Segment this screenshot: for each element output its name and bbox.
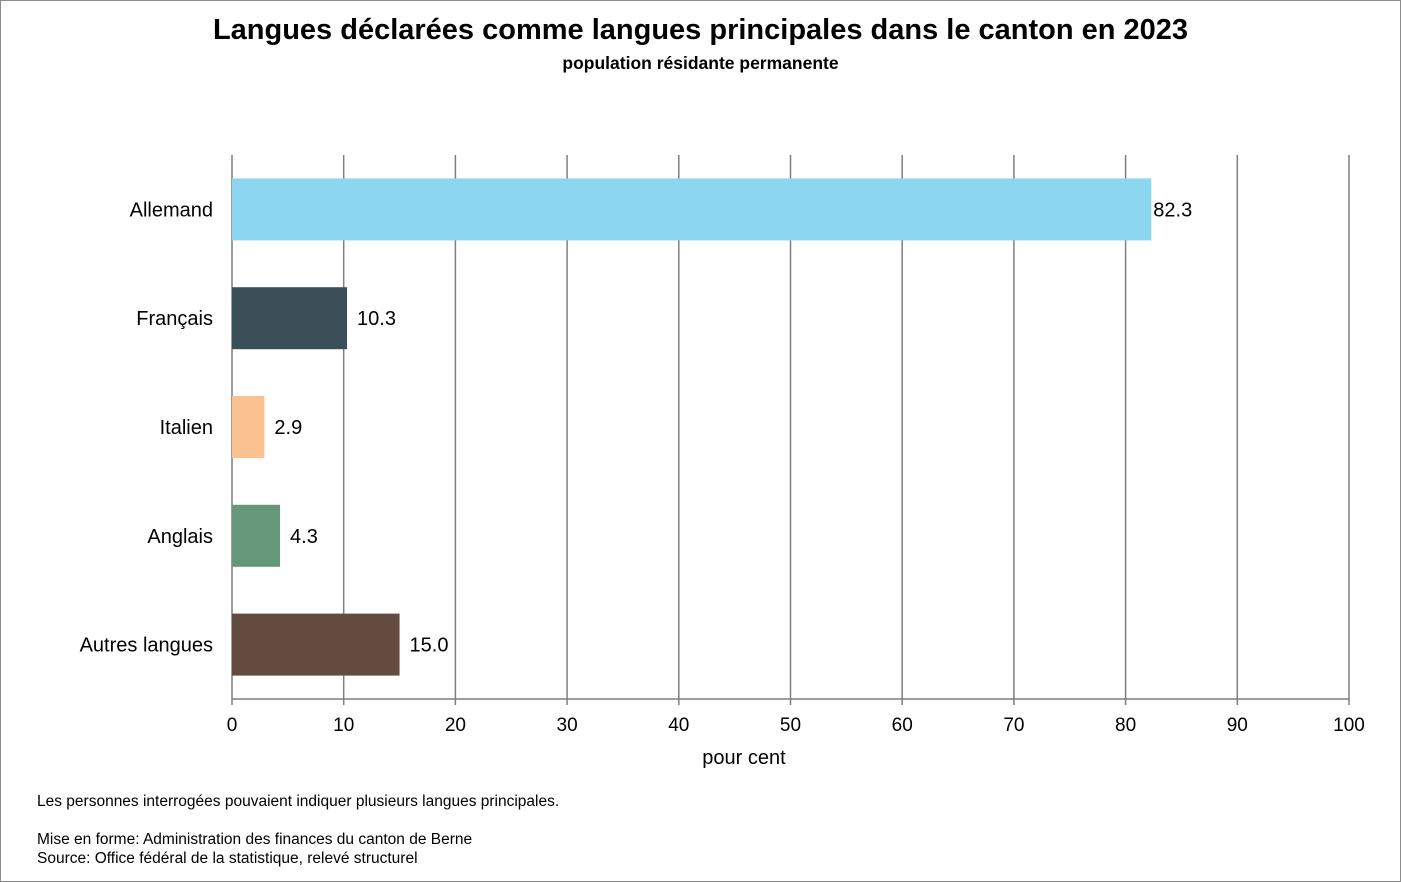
category-label: Français (136, 308, 213, 330)
data-label: 82.3 (1153, 199, 1192, 221)
x-tick-label: 90 (1227, 715, 1248, 736)
x-tick-label: 30 (557, 715, 578, 736)
x-tick-label: 20 (445, 715, 466, 736)
x-tick-label: 40 (668, 715, 689, 736)
category-label: Allemand (130, 199, 213, 221)
value-labels: 82.3 10.3 2.9 4.3 15.0 (274, 199, 1192, 656)
bar-italien (232, 396, 265, 458)
category-label: Autres langues (80, 635, 213, 657)
category-label: Italien (160, 417, 213, 439)
data-label: 15.0 (410, 635, 449, 657)
bar-français (232, 287, 348, 350)
footnote-source: Source: Office fédéral de la statistique… (37, 850, 418, 867)
x-tick-label: 80 (1115, 715, 1136, 736)
x-tick-labels: 0 10 20 30 40 50 60 70 80 90 100 (227, 715, 1365, 736)
bar-anglais (232, 504, 281, 567)
category-label: Anglais (147, 526, 213, 548)
chart-subtitle: population résidante permanente (562, 53, 839, 73)
data-label: 4.3 (290, 526, 318, 548)
x-axis-label: pour cent (702, 747, 786, 769)
bar-allemand (232, 178, 1152, 241)
gridlines (231, 155, 1350, 705)
footnote-note: Les personnes interrogées pouvaient indi… (37, 793, 560, 810)
bar-autres-langues (232, 613, 400, 676)
data-label: 10.3 (357, 308, 396, 330)
x-tick-label: 60 (892, 715, 913, 736)
x-tick-label: 0 (227, 715, 238, 736)
x-tick-label: 70 (1003, 715, 1024, 736)
x-tick-label: 50 (780, 715, 801, 736)
bars (232, 178, 1152, 676)
category-labels: Allemand Français Italien Anglais Autres lan… (80, 199, 213, 656)
data-label: 2.9 (274, 417, 302, 439)
x-tick-label: 10 (333, 715, 354, 736)
x-tick-label: 100 (1333, 715, 1365, 736)
footnote-layout-credit: Mise en forme: Administration des financ… (37, 831, 473, 848)
chart-title: Langues déclarées comme langues principa… (212, 14, 1189, 46)
